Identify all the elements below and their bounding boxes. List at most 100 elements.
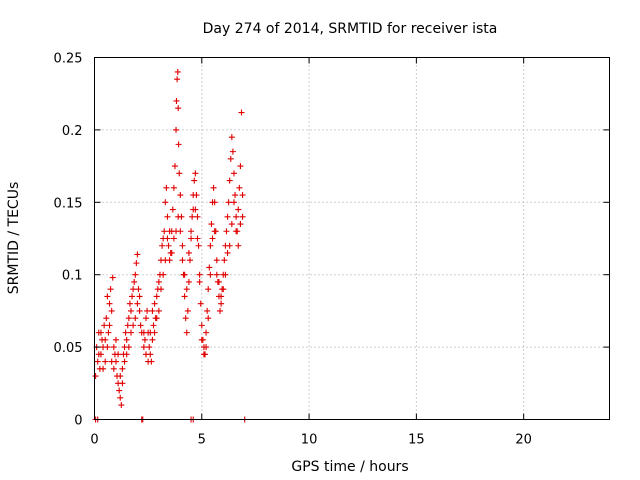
data-point (181, 293, 188, 300)
data-point (183, 329, 190, 336)
x-axis-title: GPS time / hours (291, 459, 408, 475)
data-point (162, 257, 169, 264)
y-tick-label: 0.05 (54, 341, 83, 356)
data-point (110, 344, 117, 351)
data-point (176, 170, 183, 177)
data-point (206, 264, 213, 271)
data-point (164, 235, 171, 242)
data-point (118, 402, 125, 409)
data-point (164, 213, 171, 220)
data-point (119, 365, 126, 372)
y-tick-label: 0.15 (54, 196, 83, 211)
data-point (116, 387, 123, 394)
data-point (108, 358, 115, 365)
data-point (122, 329, 129, 336)
data-point (215, 278, 222, 285)
data-point (133, 260, 140, 267)
data-point (143, 351, 149, 358)
data-point (100, 365, 107, 372)
data-point (227, 155, 234, 162)
data-point (123, 336, 130, 343)
data-point (121, 358, 128, 365)
y-tick-label: 0.25 (54, 52, 83, 67)
data-point (193, 192, 200, 199)
data-point (233, 228, 240, 235)
data-point (130, 322, 137, 329)
x-tick-label: 0 (90, 433, 98, 448)
data-point (162, 199, 169, 206)
data-point (140, 329, 147, 336)
data-point (236, 184, 243, 191)
data-point (153, 293, 160, 300)
data-point (225, 199, 232, 206)
data-point (115, 351, 122, 358)
data-point (158, 286, 165, 293)
data-point (127, 329, 134, 336)
data-point (237, 221, 244, 228)
data-point (171, 163, 178, 170)
data-point (226, 242, 233, 249)
data-point (173, 126, 180, 133)
data-point (106, 322, 113, 329)
data-point (203, 344, 210, 351)
data-point (151, 300, 158, 307)
y-tick-labels: 0 0.05 0.1 0.15 0.2 0.25 (54, 52, 83, 429)
data-point (207, 271, 214, 278)
data-point (129, 293, 136, 300)
data-point (233, 213, 240, 220)
data-point (174, 76, 181, 83)
data-point (197, 300, 204, 307)
data-point (143, 315, 149, 322)
data-point (153, 315, 160, 322)
axis-ticks (94, 57, 610, 420)
grid-lines (94, 57, 610, 420)
data-point (205, 286, 212, 293)
data-point (188, 228, 195, 235)
data-point (235, 206, 242, 213)
data-point (127, 307, 134, 314)
data-point (179, 242, 186, 249)
data-point (177, 228, 184, 235)
data-point (95, 351, 102, 358)
data-point (196, 271, 203, 278)
data-point (137, 322, 144, 329)
data-point (102, 358, 109, 365)
data-point (132, 315, 139, 322)
data-point (184, 307, 191, 314)
data-point (174, 68, 181, 75)
data-point (194, 213, 201, 220)
data-point (229, 148, 236, 155)
data-point (141, 336, 148, 343)
data-point (177, 192, 184, 199)
data-point (221, 257, 228, 264)
data-point (220, 286, 227, 293)
chart-title: Day 274 of 2014, SRMTID for receiver ist… (203, 21, 498, 37)
data-point (185, 249, 192, 256)
data-point (224, 213, 231, 220)
data-point (173, 97, 180, 104)
data-point (169, 206, 176, 213)
data-point (230, 170, 237, 177)
data-point (149, 307, 156, 314)
data-point (198, 322, 205, 329)
data-point (94, 358, 101, 365)
y-tick-label: 0.2 (62, 124, 83, 139)
data-point (126, 300, 133, 307)
y-axis-title: SRMTID / TECUs (6, 182, 22, 295)
data-point (130, 286, 137, 293)
data-point (228, 221, 235, 228)
data-point (161, 228, 168, 235)
data-point (188, 235, 195, 242)
data-point (203, 329, 210, 336)
data-point (239, 192, 246, 199)
data-point (132, 271, 139, 278)
data-point (159, 242, 166, 249)
data-point (160, 271, 167, 278)
data-point (192, 206, 199, 213)
data-point (228, 134, 235, 141)
plot-frame (94, 57, 610, 420)
data-point (175, 105, 182, 112)
x-tick-label: 15 (408, 433, 425, 448)
data-point (183, 286, 190, 293)
data-point (211, 228, 218, 235)
